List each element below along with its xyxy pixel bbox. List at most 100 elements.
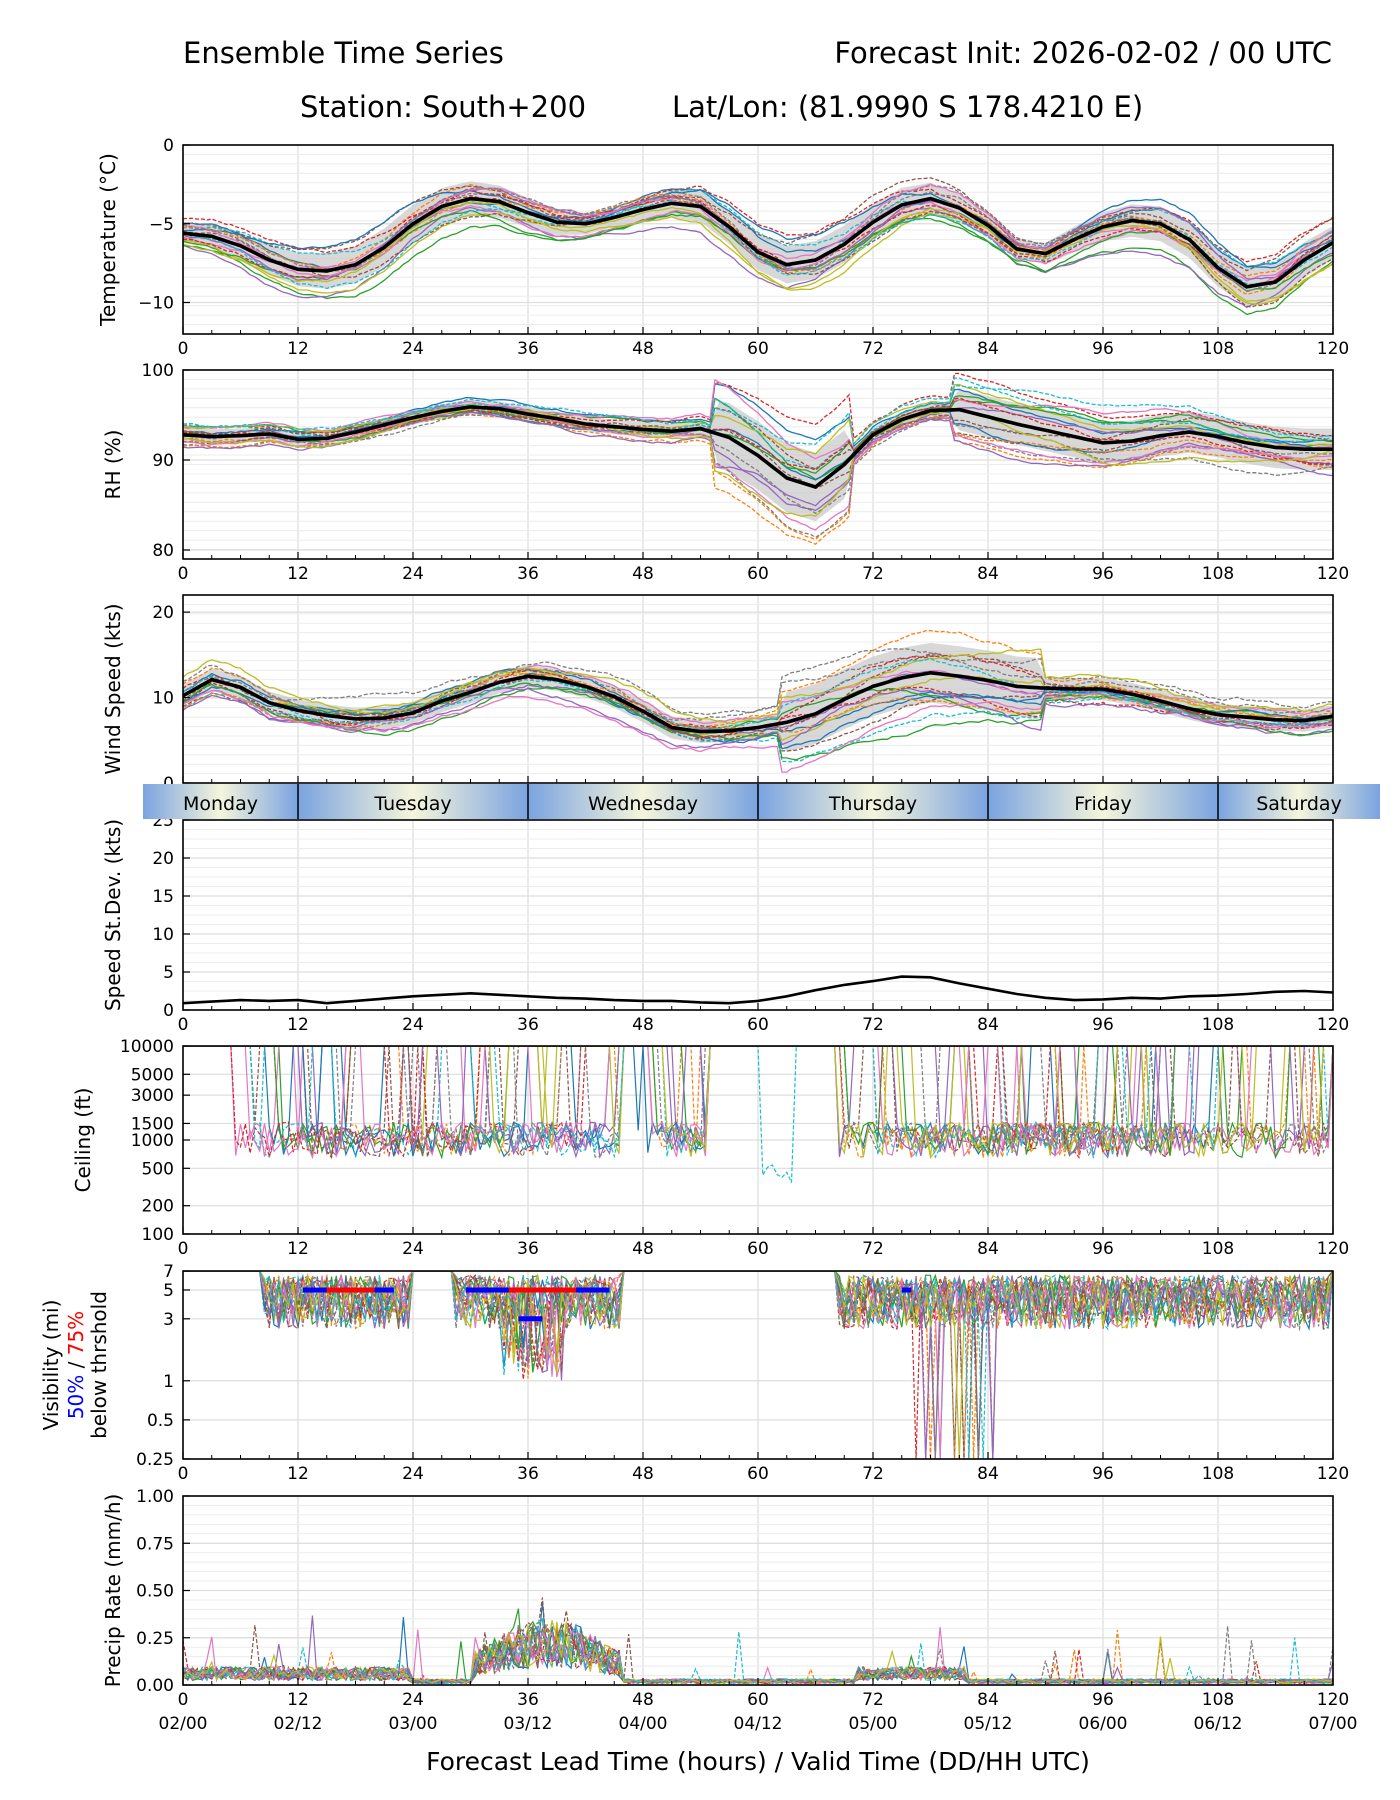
- x-tick-label: 84: [977, 564, 999, 584]
- x-tick-label: 48: [632, 339, 654, 359]
- x-tick-label: 0: [178, 1464, 189, 1484]
- y-tick-label: 0.25: [136, 1629, 174, 1649]
- x-tick-label: 60: [747, 1464, 769, 1484]
- stdev-line: [182, 975, 1334, 1005]
- valid-time-label: 03/00: [389, 1714, 438, 1734]
- x-tick-label: 60: [747, 1239, 769, 1259]
- x-tick-label: 120: [1317, 1015, 1349, 1035]
- rh-member-line: [183, 412, 1333, 539]
- x-tick-label: 12: [287, 1464, 309, 1484]
- y-tick-label: 1.00: [136, 1487, 174, 1507]
- valid-time-label: 02/12: [274, 1714, 323, 1734]
- precip-member-line: [183, 1620, 1333, 1685]
- wind_speed-member-line: [183, 671, 1333, 742]
- y-tick-label: 1: [163, 1372, 174, 1392]
- x-tick-label: 48: [632, 1690, 654, 1710]
- ylabel-sep: /: [64, 1355, 88, 1374]
- visibility-member-line: [183, 1271, 1333, 1459]
- x-tick-label: 0: [178, 339, 189, 359]
- x-tick-label: 108: [1202, 339, 1234, 359]
- rh-member-line: [183, 403, 1333, 512]
- visibility-member-line: [183, 1271, 1333, 1378]
- x-tick-label: 108: [1202, 564, 1234, 584]
- y-tick-label: 5: [163, 1281, 174, 1301]
- ceiling-member-line: [183, 1046, 1333, 1160]
- precip-panel: 0 12 24 36 48 60 72 84 96 108 120 1.00 0.75 0.50 0.25 0…: [101, 1487, 1358, 1734]
- valid-time-label: 05/00: [849, 1714, 898, 1734]
- visibility-member-line: [183, 1271, 1333, 1459]
- y-tick-label: 1500: [131, 1114, 174, 1134]
- rh-plot-area: [183, 372, 1333, 545]
- y-tick-label: 1000: [131, 1131, 174, 1151]
- x-tick-label: 84: [977, 339, 999, 359]
- x-tick-label: 24: [402, 1015, 424, 1035]
- ceiling-member-line: [183, 1046, 1333, 1183]
- valid-time-label: 04/12: [734, 1714, 783, 1734]
- ceiling-member-line: [183, 1046, 1333, 1160]
- y-tick-label: 90: [152, 451, 174, 471]
- rh-member-line: [183, 377, 1333, 446]
- valid-time-label: 06/00: [1079, 1714, 1128, 1734]
- x-tick-label: 48: [632, 564, 654, 584]
- y-tick-label: 100: [142, 361, 174, 381]
- y-tick-label: 3000: [131, 1086, 174, 1106]
- rh-member-line: [183, 385, 1333, 470]
- title-right: Forecast Init: 2026-02-02 / 00 UTC: [834, 36, 1332, 70]
- day-band: [988, 784, 1218, 819]
- x-tick-label: 72: [862, 1015, 884, 1035]
- x-tick-label: 60: [747, 339, 769, 359]
- rh-panel: 0 12 24 36 48 60 72 84 96 108 120 100 90 80 RH (%): [101, 361, 1349, 584]
- y-tick-label: 0: [163, 1001, 174, 1021]
- day-label: Saturday: [1256, 793, 1342, 815]
- rh-member-line: [183, 407, 1333, 541]
- day-label: Tuesday: [373, 793, 451, 815]
- valid-time-label: 06/12: [1194, 1714, 1243, 1734]
- ceiling-grid: [182, 1045, 1334, 1235]
- day-band: [758, 784, 988, 819]
- precip-ylabel: Precip Rate (mm/h): [101, 1494, 125, 1688]
- visibility-ylabel-sub: below thrshold: [87, 1291, 111, 1439]
- visibility-ylabel-pct: 50% / 75%: [64, 1311, 88, 1419]
- visibility-ylabel: Visibility (mi): [39, 1300, 63, 1431]
- wind_speed-ylabel: Wind Speed (kts): [101, 603, 125, 774]
- x-tick-label: 84: [977, 1690, 999, 1710]
- wind_speed-member-line: [183, 658, 1333, 730]
- y-tick-label: 15: [152, 887, 174, 907]
- y-tick-label: 5000: [131, 1065, 174, 1085]
- x-tick-label: 12: [287, 564, 309, 584]
- y-tick-label: 20: [152, 849, 174, 869]
- ceiling-member-line: [183, 1046, 1333, 1158]
- y-tick-label: 0: [163, 136, 174, 156]
- y-tick-label: 10000: [120, 1037, 174, 1057]
- y-tick-label: 500: [142, 1159, 174, 1179]
- y-tick-label: −5: [149, 215, 174, 235]
- visibility-member-line: [183, 1271, 1333, 1373]
- y-tick-label: 0.50: [136, 1582, 174, 1602]
- ceiling-member-line: [183, 1046, 1333, 1158]
- x-tick-label: 0: [178, 1015, 189, 1035]
- day-label: Thursday: [828, 793, 917, 815]
- rh-member-line: [183, 395, 1333, 474]
- speed_stdev-grid: [182, 819, 1334, 1011]
- x-tick-label: 0: [178, 1690, 189, 1710]
- day-label: Monday: [183, 793, 258, 815]
- visibility-member-line: [183, 1271, 1333, 1459]
- ceiling-member-line: [183, 1046, 1333, 1158]
- x-tick-label: 24: [402, 339, 424, 359]
- x-tick-label: 48: [632, 1239, 654, 1259]
- day-label: Wednesday: [588, 793, 698, 815]
- y-tick-label: 0.25: [136, 1450, 174, 1470]
- day-band-strip: Monday Tuesday Wednesday Thursday Friday Satu…: [143, 784, 1380, 819]
- x-tick-label: 96: [1092, 1239, 1114, 1259]
- temperature-spread-band: [183, 181, 1333, 306]
- x-tick-label: 36: [517, 1015, 539, 1035]
- x-tick-label: 60: [747, 564, 769, 584]
- x-tick-label: 48: [632, 1015, 654, 1035]
- rh-mean-line: [183, 405, 1333, 490]
- x-tick-label: 60: [747, 1690, 769, 1710]
- ceiling-member-line: [183, 1046, 1333, 1158]
- day-label: Friday: [1074, 793, 1132, 815]
- valid-time-label: 05/12: [964, 1714, 1013, 1734]
- visibility-member-line: [183, 1271, 1333, 1459]
